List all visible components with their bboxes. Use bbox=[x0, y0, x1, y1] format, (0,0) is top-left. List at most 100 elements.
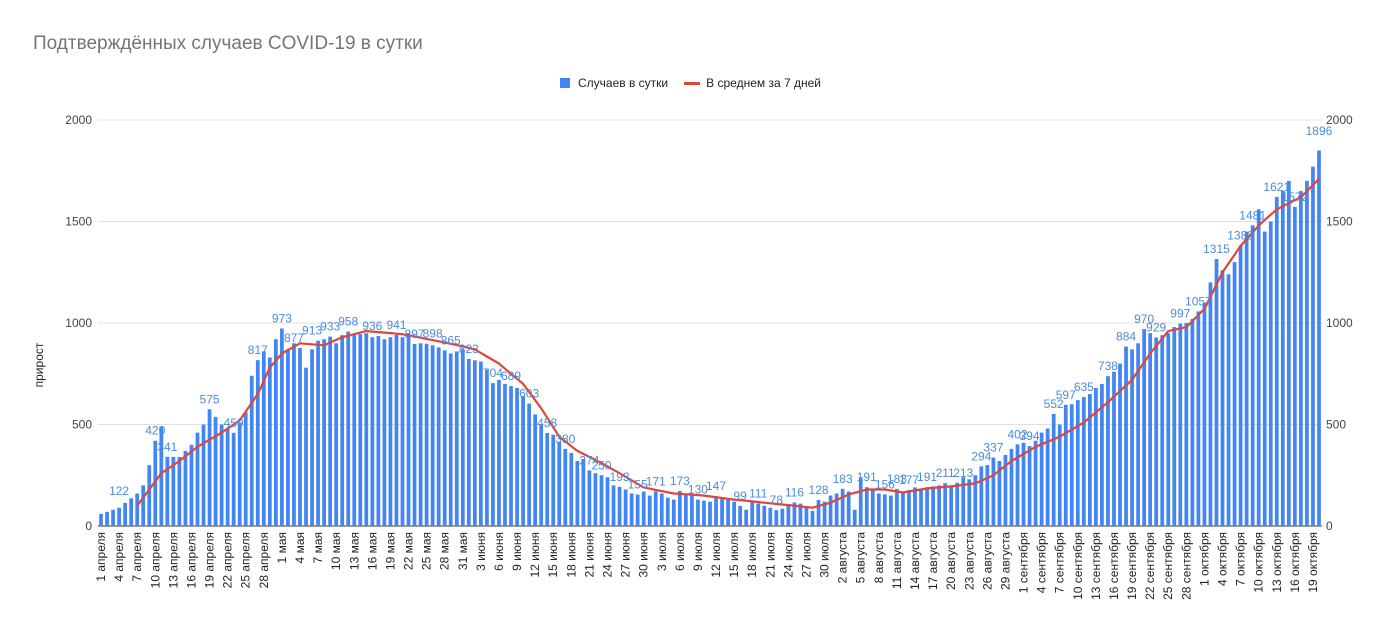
bar[interactable] bbox=[768, 507, 773, 526]
bar[interactable] bbox=[1106, 376, 1110, 526]
bar[interactable] bbox=[539, 424, 544, 527]
bar[interactable] bbox=[454, 351, 459, 526]
bar[interactable] bbox=[123, 502, 128, 526]
bar[interactable] bbox=[153, 440, 158, 526]
bar[interactable] bbox=[165, 456, 170, 526]
bar[interactable] bbox=[617, 486, 622, 526]
bar[interactable] bbox=[834, 493, 839, 526]
bar[interactable] bbox=[135, 493, 140, 526]
bar[interactable] bbox=[1292, 206, 1297, 526]
bar[interactable] bbox=[533, 414, 538, 526]
bar[interactable] bbox=[569, 452, 574, 526]
bar[interactable] bbox=[509, 386, 513, 526]
bar[interactable] bbox=[1160, 335, 1165, 526]
bar[interactable] bbox=[750, 501, 755, 526]
bar[interactable] bbox=[1184, 323, 1189, 526]
bar[interactable] bbox=[913, 487, 917, 526]
bar[interactable] bbox=[816, 500, 821, 526]
bar[interactable] bbox=[189, 444, 194, 526]
bar[interactable] bbox=[925, 487, 929, 526]
bar[interactable] bbox=[129, 498, 134, 526]
bar[interactable] bbox=[762, 505, 767, 526]
bar[interactable] bbox=[177, 456, 182, 526]
bar[interactable] bbox=[485, 369, 489, 526]
bar[interactable] bbox=[1299, 191, 1303, 527]
bar[interactable] bbox=[479, 361, 483, 526]
bar[interactable] bbox=[696, 499, 700, 526]
bar[interactable] bbox=[599, 475, 604, 526]
bar[interactable] bbox=[1063, 404, 1068, 526]
bar[interactable] bbox=[219, 424, 224, 527]
bar[interactable] bbox=[551, 434, 556, 526]
bar[interactable] bbox=[394, 334, 399, 526]
bar[interactable] bbox=[1280, 191, 1285, 527]
bar[interactable] bbox=[267, 357, 272, 526]
bar[interactable] bbox=[1081, 397, 1086, 526]
legend-item-average[interactable]: В среднем за 7 дней bbox=[684, 76, 821, 90]
bar[interactable] bbox=[792, 502, 797, 526]
bar[interactable] bbox=[1057, 424, 1062, 527]
bar[interactable] bbox=[1124, 346, 1128, 526]
bar[interactable] bbox=[1045, 428, 1050, 526]
bar[interactable] bbox=[370, 337, 375, 526]
bar[interactable] bbox=[629, 493, 634, 526]
bar[interactable] bbox=[889, 495, 893, 526]
bar[interactable] bbox=[677, 490, 682, 526]
bar[interactable] bbox=[382, 339, 387, 526]
bar[interactable] bbox=[864, 487, 869, 526]
bar[interactable] bbox=[491, 383, 495, 526]
bar[interactable] bbox=[587, 470, 592, 526]
bar[interactable] bbox=[111, 509, 115, 526]
bar[interactable] bbox=[991, 457, 996, 526]
bar[interactable] bbox=[907, 490, 911, 526]
bar[interactable] bbox=[448, 353, 453, 526]
bar[interactable] bbox=[1051, 413, 1056, 526]
bar[interactable] bbox=[472, 360, 477, 526]
bar[interactable] bbox=[1136, 343, 1140, 526]
bar[interactable] bbox=[147, 465, 152, 526]
bar[interactable] bbox=[876, 493, 881, 526]
bar[interactable] bbox=[171, 456, 176, 526]
bar[interactable] bbox=[418, 343, 423, 526]
bar[interactable] bbox=[846, 491, 851, 526]
bar[interactable] bbox=[635, 494, 640, 526]
bar[interactable] bbox=[774, 510, 779, 526]
bar[interactable] bbox=[1196, 311, 1201, 526]
bar[interactable] bbox=[183, 450, 188, 526]
bar[interactable] bbox=[804, 507, 809, 526]
bar[interactable] bbox=[732, 501, 736, 526]
bar[interactable] bbox=[141, 485, 146, 526]
bar[interactable] bbox=[1268, 221, 1273, 527]
bar[interactable] bbox=[340, 335, 345, 526]
bar[interactable] bbox=[756, 503, 761, 526]
bar[interactable] bbox=[979, 466, 984, 526]
bar[interactable] bbox=[605, 477, 610, 526]
bar[interactable] bbox=[1286, 180, 1291, 526]
bar[interactable] bbox=[117, 507, 121, 526]
bar[interactable] bbox=[919, 488, 923, 526]
bar[interactable] bbox=[726, 499, 730, 526]
bar[interactable] bbox=[671, 499, 676, 526]
bar[interactable] bbox=[611, 485, 616, 526]
bar[interactable] bbox=[557, 441, 562, 526]
bar[interactable] bbox=[647, 495, 652, 526]
bar[interactable] bbox=[424, 343, 429, 526]
bar[interactable] bbox=[237, 422, 242, 526]
bar[interactable] bbox=[1166, 333, 1171, 526]
bar[interactable] bbox=[895, 488, 899, 526]
bar[interactable] bbox=[1069, 404, 1074, 526]
bar[interactable] bbox=[1178, 323, 1183, 526]
bar[interactable] bbox=[298, 347, 302, 526]
bar[interactable] bbox=[575, 461, 580, 526]
bar[interactable] bbox=[1274, 196, 1279, 526]
bar[interactable] bbox=[99, 513, 103, 526]
bar[interactable] bbox=[503, 383, 507, 526]
bar[interactable] bbox=[1226, 274, 1231, 526]
bar[interactable] bbox=[641, 491, 646, 526]
bar[interactable] bbox=[870, 490, 875, 526]
bar[interactable] bbox=[1232, 262, 1237, 526]
bar[interactable] bbox=[225, 428, 230, 526]
bar[interactable] bbox=[690, 495, 694, 526]
bar[interactable] bbox=[201, 424, 206, 527]
bar[interactable] bbox=[1256, 209, 1261, 526]
